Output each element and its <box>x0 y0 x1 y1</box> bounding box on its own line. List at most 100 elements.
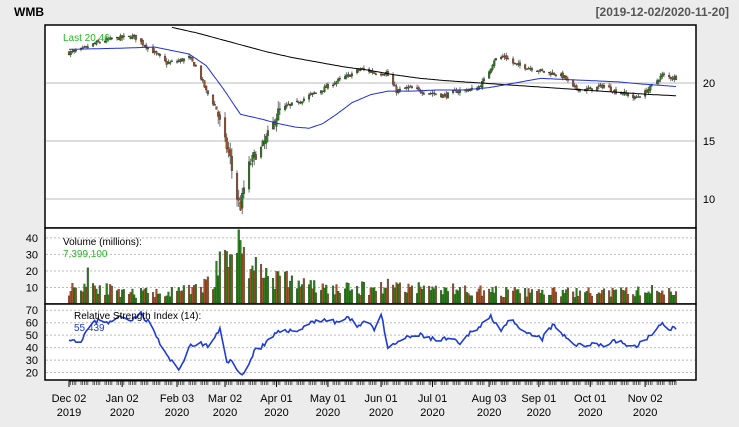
candle-body <box>278 108 281 110</box>
volume-bar <box>287 287 290 304</box>
volume-bar <box>227 267 230 304</box>
x-tick-label-month: Jan 02 <box>106 393 139 405</box>
volume-bar <box>464 285 467 304</box>
volume-bar <box>93 285 96 304</box>
candle-body <box>239 201 242 211</box>
volume-bar <box>465 292 468 304</box>
volume-bar <box>433 288 436 304</box>
candle <box>103 39 107 44</box>
candle <box>647 86 650 95</box>
candle-body <box>110 37 113 40</box>
candle <box>265 133 268 150</box>
candle-body <box>433 92 436 95</box>
volume-bar <box>386 278 389 304</box>
candle-body <box>242 187 245 194</box>
volume-bar <box>206 276 209 304</box>
candle-body <box>656 80 659 84</box>
candle-body <box>446 92 449 99</box>
candle <box>157 52 160 56</box>
volume-bar <box>383 287 386 304</box>
volume-bar <box>265 268 268 304</box>
candle-body <box>409 86 412 88</box>
candle-body <box>345 74 348 78</box>
candle-body <box>177 60 180 62</box>
volume-bar <box>669 291 672 304</box>
candle-body <box>122 35 125 37</box>
volume-bar <box>645 292 648 304</box>
volume-bar <box>134 297 137 304</box>
candle-body <box>67 51 71 56</box>
candle-body <box>553 73 556 75</box>
candle-body <box>407 86 410 89</box>
candle-body <box>326 84 329 89</box>
candle-body <box>561 72 564 79</box>
volume-bar <box>131 288 134 304</box>
candle-body <box>182 58 185 62</box>
volume-bar <box>611 287 614 304</box>
volume-bar <box>326 293 329 304</box>
x-tick-label-year: 2020 <box>633 407 657 419</box>
candle-body <box>421 92 424 94</box>
volume-bar <box>398 282 401 304</box>
volume-bar <box>566 287 569 304</box>
volume-bar <box>158 293 161 304</box>
x-tick-label-year: 2020 <box>369 407 393 419</box>
candle-body <box>191 56 194 62</box>
volume-bar <box>578 290 582 304</box>
candle <box>338 75 341 82</box>
candle-body <box>369 70 372 73</box>
volume-bar <box>650 285 654 304</box>
volume-bar <box>409 287 412 304</box>
x-tick-label-month: Aug 03 <box>472 393 507 405</box>
candle-body <box>308 94 311 100</box>
volume-bar <box>572 291 575 304</box>
candle <box>203 80 206 88</box>
candle <box>191 56 194 62</box>
candle <box>347 71 350 78</box>
volume-bar <box>248 278 251 304</box>
volume-bar <box>266 276 269 304</box>
volume-bar <box>145 287 148 304</box>
candle-body <box>332 84 335 87</box>
volume-bar <box>105 283 108 304</box>
candle-body <box>443 94 446 96</box>
candle <box>668 72 671 80</box>
candle-body <box>189 57 192 59</box>
rsi-gridlines <box>46 309 695 374</box>
volume-bar <box>347 282 350 304</box>
volume-bar <box>275 271 278 304</box>
candle-body <box>560 73 563 76</box>
volume-bar <box>261 277 264 304</box>
volume-bar <box>457 290 460 304</box>
volume-bar <box>573 297 576 304</box>
candle-body <box>83 46 86 48</box>
candle <box>345 72 348 80</box>
candle <box>242 180 245 199</box>
candle-body <box>290 102 293 106</box>
volume-bar <box>385 288 388 304</box>
volume-bar <box>500 295 503 304</box>
candle <box>194 64 197 67</box>
volume-bar <box>469 295 472 304</box>
candle <box>542 71 546 74</box>
candle-body <box>395 86 398 93</box>
volume-bar <box>308 284 311 304</box>
candle-body <box>657 80 660 82</box>
candle-body <box>608 85 611 88</box>
candle <box>122 33 125 40</box>
volume-bar <box>446 291 449 304</box>
candle <box>491 63 494 72</box>
candle-body <box>74 50 77 52</box>
volume-bar <box>325 284 328 304</box>
volume-bar <box>662 294 666 304</box>
volume-bar <box>73 287 76 304</box>
volume-bar <box>585 290 588 304</box>
candle <box>141 38 144 47</box>
volume-tick-label: 10 <box>26 282 38 294</box>
volume-bar <box>524 288 527 304</box>
candle-body <box>573 85 576 87</box>
candle <box>659 73 662 83</box>
candle-body <box>601 84 604 88</box>
volume-bar <box>452 283 455 304</box>
